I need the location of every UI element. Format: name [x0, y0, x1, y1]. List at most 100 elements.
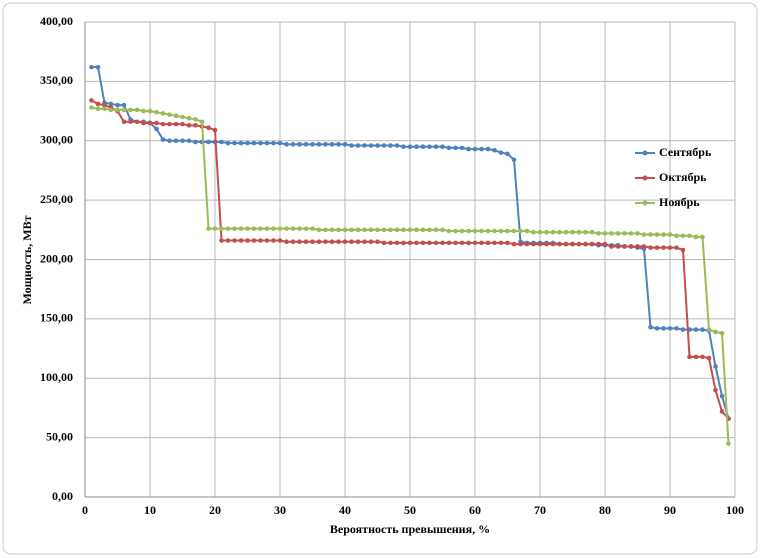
x-tick-label: 40 — [339, 503, 351, 517]
data-point — [95, 106, 101, 111]
data-point — [362, 143, 367, 148]
data-point — [622, 244, 627, 249]
data-point — [212, 127, 218, 133]
data-point — [323, 239, 328, 244]
data-point — [693, 354, 699, 360]
x-tick-label: 70 — [534, 503, 546, 517]
data-point — [414, 240, 419, 246]
data-point — [654, 245, 660, 250]
data-point — [115, 107, 120, 113]
x-tick-label: 10 — [144, 503, 156, 517]
data-point — [505, 240, 510, 246]
data-point — [654, 232, 660, 237]
data-point — [544, 241, 549, 247]
data-point — [290, 239, 296, 244]
data-point — [479, 146, 484, 152]
data-point — [95, 101, 101, 107]
legend-marker — [642, 200, 648, 206]
data-point — [394, 143, 400, 148]
data-point — [589, 241, 595, 247]
data-point — [121, 119, 127, 125]
data-point — [336, 239, 341, 244]
y-tick-label: 350,00 — [40, 73, 73, 87]
data-point — [700, 234, 705, 240]
data-point — [713, 387, 718, 393]
data-point — [336, 227, 341, 233]
x-tick-label: 100 — [726, 503, 744, 517]
data-point — [635, 231, 640, 236]
data-point — [128, 119, 133, 125]
data-point — [277, 226, 283, 231]
data-point — [479, 228, 484, 234]
data-point — [368, 227, 374, 233]
data-point — [459, 145, 465, 151]
data-point — [160, 137, 166, 142]
data-point — [407, 240, 413, 246]
data-point — [271, 226, 276, 231]
data-point — [557, 229, 562, 235]
data-point — [349, 227, 354, 233]
data-point — [661, 326, 666, 331]
data-point — [719, 393, 725, 399]
data-point — [147, 108, 153, 114]
data-point — [349, 239, 354, 244]
data-point — [212, 226, 218, 231]
data-point — [420, 144, 426, 149]
data-point — [284, 239, 289, 244]
data-point — [427, 240, 432, 246]
data-point — [297, 142, 302, 147]
data-point — [160, 111, 166, 116]
data-point — [219, 139, 224, 145]
data-point — [381, 143, 387, 148]
data-point — [700, 354, 705, 360]
data-point — [173, 121, 179, 127]
data-point — [505, 228, 510, 234]
data-point — [141, 108, 146, 114]
data-point — [622, 231, 627, 236]
data-point — [576, 241, 582, 247]
data-point — [329, 142, 335, 147]
data-point — [368, 239, 374, 244]
data-point — [199, 119, 205, 125]
data-point — [726, 441, 731, 446]
data-point — [232, 226, 237, 231]
data-point — [648, 245, 653, 250]
data-point — [440, 144, 445, 149]
data-point — [596, 241, 601, 247]
data-point — [147, 120, 153, 126]
data-point — [303, 226, 309, 231]
data-point — [440, 227, 445, 233]
data-point — [128, 107, 133, 113]
x-tick-label: 0 — [82, 503, 88, 517]
data-point — [511, 228, 517, 234]
data-point — [180, 138, 185, 144]
data-point — [316, 142, 322, 147]
data-point — [297, 239, 302, 244]
x-axis-label: Вероятность превышения, % — [330, 522, 490, 536]
data-point — [349, 143, 354, 148]
data-point — [667, 232, 673, 237]
data-point — [206, 125, 211, 130]
data-point — [258, 226, 263, 231]
data-point — [446, 240, 452, 246]
data-point — [485, 146, 491, 152]
data-point — [524, 228, 530, 234]
data-point — [154, 120, 159, 126]
x-tick-label: 50 — [404, 503, 416, 517]
data-point — [264, 140, 270, 146]
data-point — [388, 227, 393, 233]
y-tick-label: 250,00 — [40, 192, 73, 206]
data-point — [258, 238, 263, 243]
data-point — [225, 140, 231, 146]
data-point — [674, 326, 679, 331]
data-point — [186, 138, 192, 144]
data-point — [524, 241, 530, 247]
data-point — [154, 109, 159, 115]
data-point — [680, 247, 686, 253]
y-tick-label: 200,00 — [40, 251, 73, 265]
data-point — [648, 232, 653, 237]
data-point — [167, 121, 172, 127]
data-point — [544, 229, 549, 235]
data-point — [232, 140, 237, 146]
data-point — [206, 139, 211, 145]
